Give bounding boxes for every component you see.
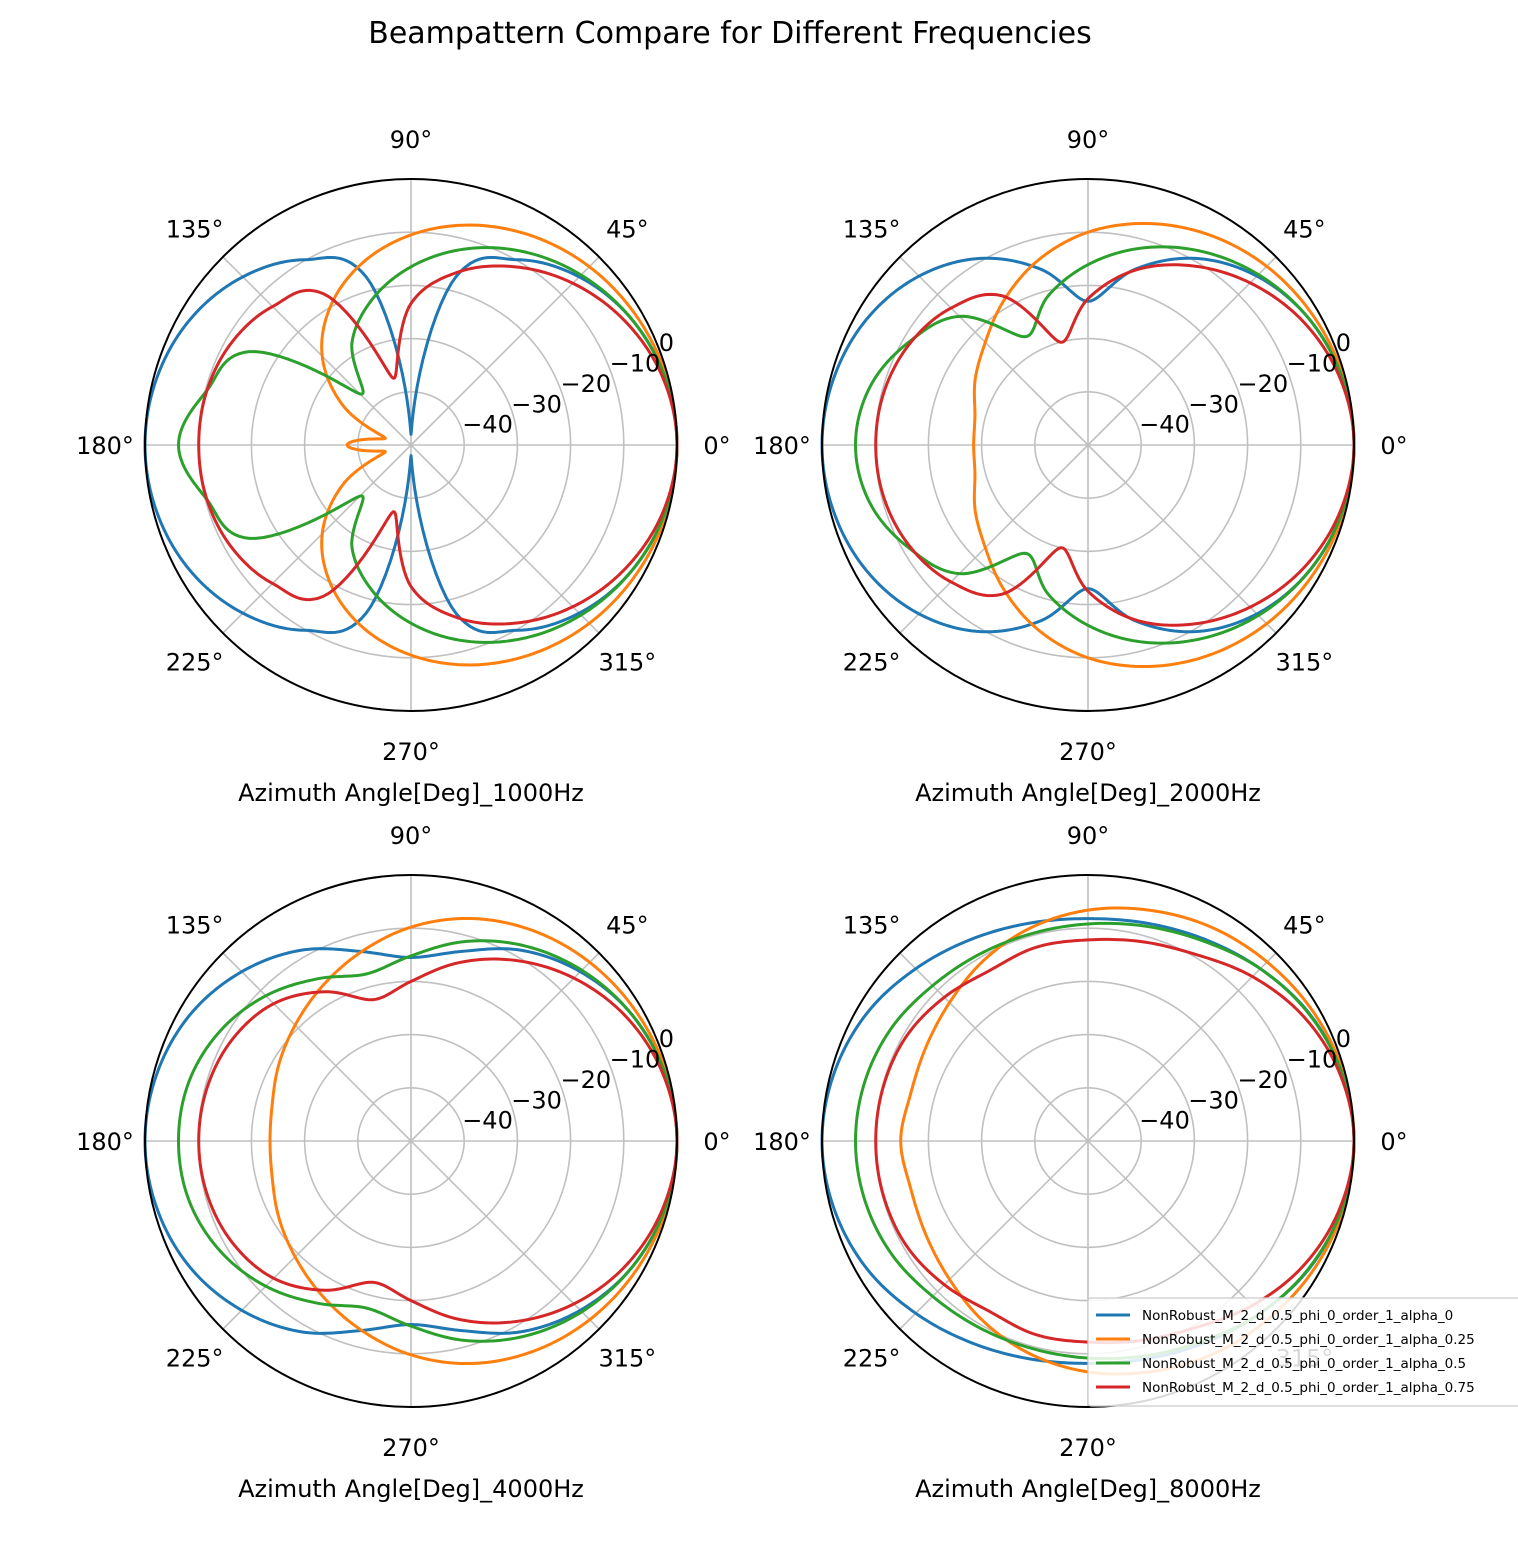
angle-tick-label: 135° (166, 912, 224, 940)
series-line-4 (197, 264, 679, 626)
axis-xlabel: Azimuth Angle[Deg]_8000Hz (915, 1475, 1261, 1503)
polar-frame (821, 178, 1355, 712)
angle-tick-label: 45° (606, 912, 649, 940)
angle-tick-label: 0° (1380, 432, 1407, 460)
radial-tick-label: −40 (1139, 1107, 1190, 1135)
radial-tick-label: 0 (659, 1025, 674, 1053)
angle-tick-label: 315° (1275, 648, 1333, 676)
angular-gridline (899, 256, 1089, 446)
angular-gridline (410, 256, 600, 446)
radial-tick-label: −10 (1287, 350, 1338, 378)
polar-frame (144, 178, 678, 712)
angle-tick-label: 180° (76, 1128, 134, 1156)
radial-tick-label: 0 (1336, 1025, 1351, 1053)
angle-tick-label: 90° (390, 126, 433, 154)
radial-tick-label: −30 (511, 1086, 562, 1114)
series-line-2 (268, 916, 679, 1366)
radial-tick-label: −20 (561, 370, 612, 398)
radial-tick-label: −20 (1238, 370, 1289, 398)
radial-tick-label: −20 (1238, 1066, 1289, 1094)
angle-tick-label: 0° (703, 1128, 730, 1156)
radial-tick-label: −30 (1188, 390, 1239, 418)
angle-tick-label: 45° (1283, 912, 1326, 940)
angular-gridline (410, 952, 600, 1142)
angle-tick-label: 180° (76, 432, 134, 460)
radial-tick-label: −40 (1139, 411, 1190, 439)
angle-tick-label: 225° (843, 648, 901, 676)
angle-tick-label: 90° (1067, 822, 1110, 850)
angle-tick-label: 180° (753, 1128, 811, 1156)
angle-tick-label: 270° (1059, 738, 1117, 766)
axis-xlabel: Azimuth Angle[Deg]_2000Hz (915, 779, 1261, 807)
legend-label: NonRobust_M_2_d_0.5_phi_0_order_1_alpha_… (1142, 1356, 1466, 1372)
radial-tick-label: −30 (511, 390, 562, 418)
angle-tick-label: 270° (382, 738, 440, 766)
radial-tick-label: −20 (561, 1066, 612, 1094)
radial-tick-label: −40 (462, 411, 513, 439)
angle-tick-label: 315° (598, 648, 656, 676)
angle-tick-label: 0° (1380, 1128, 1407, 1156)
angle-tick-label: 135° (166, 216, 224, 244)
angle-tick-label: 225° (843, 1344, 901, 1372)
series-line-3 (177, 939, 679, 1343)
radial-tick-label: −10 (610, 350, 661, 378)
series-line-3 (177, 246, 679, 644)
axis-xlabel: Azimuth Angle[Deg]_1000Hz (238, 779, 584, 807)
legend: NonRobust_M_2_d_0.5_phi_0_order_1_alpha_… (1087, 1297, 1518, 1407)
radial-tick-label: −10 (1287, 1046, 1338, 1074)
angle-tick-label: 45° (606, 216, 649, 244)
angle-tick-label: 225° (166, 648, 224, 676)
polar-subplot-3: 0° 45° 90° 135° 180° 225° 270° 315° −40−30−20−10… (76, 822, 731, 1503)
radial-tick-label: 0 (1336, 329, 1351, 357)
angle-tick-label: 225° (166, 1344, 224, 1372)
polar-frame (144, 874, 678, 1408)
radial-tick-label: −10 (610, 1046, 661, 1074)
figure-title: Beampattern Compare for Different Freque… (368, 16, 1091, 51)
angle-tick-label: 135° (843, 216, 901, 244)
radial-tick-label: −40 (462, 1107, 513, 1135)
angle-tick-label: 270° (1059, 1434, 1117, 1462)
angle-tick-label: 45° (1283, 216, 1326, 244)
angle-tick-label: 90° (1067, 126, 1110, 154)
series-line-4 (874, 263, 1356, 627)
legend-label: NonRobust_M_2_d_0.5_phi_0_order_1_alpha_… (1142, 1332, 1475, 1348)
angular-gridline (222, 444, 412, 634)
angular-gridline (1087, 444, 1277, 634)
legend-label: NonRobust_M_2_d_0.5_phi_0_order_1_alpha_… (1142, 1380, 1475, 1396)
angular-gridline (222, 952, 412, 1142)
legend-label: NonRobust_M_2_d_0.5_phi_0_order_1_alpha_… (1142, 1308, 1453, 1324)
radial-tick-label: 0 (659, 329, 674, 357)
angular-gridline (410, 444, 600, 634)
polar-frame (821, 874, 1355, 1408)
angle-tick-label: 270° (382, 1434, 440, 1462)
axis-xlabel: Azimuth Angle[Deg]_4000Hz (238, 1475, 584, 1503)
angular-gridline (1087, 256, 1277, 446)
series-line-2 (972, 221, 1356, 669)
angular-gridline (1087, 952, 1277, 1142)
series-line-3 (854, 245, 1356, 645)
angle-tick-label: 315° (598, 1344, 656, 1372)
polar-subplot-1: 0° 45° 90° 135° 180° 225° 270° 315° −40−30−20−10… (76, 126, 731, 807)
angular-gridline (222, 1140, 412, 1330)
angular-gridline (899, 952, 1089, 1142)
legend-box (1087, 1297, 1518, 1407)
radial-tick-label: −30 (1188, 1086, 1239, 1114)
angular-gridline (899, 1140, 1089, 1330)
angular-gridline (410, 1140, 600, 1330)
series-line-2 (320, 223, 679, 667)
angle-tick-label: 0° (703, 432, 730, 460)
polar-subplot-2: 0° 45° 90° 135° 180° 225° 270° 315° −40−30−20−10… (753, 126, 1408, 807)
series-line-4 (197, 957, 679, 1325)
angle-tick-label: 180° (753, 432, 811, 460)
angular-gridline (899, 444, 1089, 634)
angle-tick-label: 135° (843, 912, 901, 940)
angular-gridline (222, 256, 412, 446)
angle-tick-label: 90° (390, 822, 433, 850)
